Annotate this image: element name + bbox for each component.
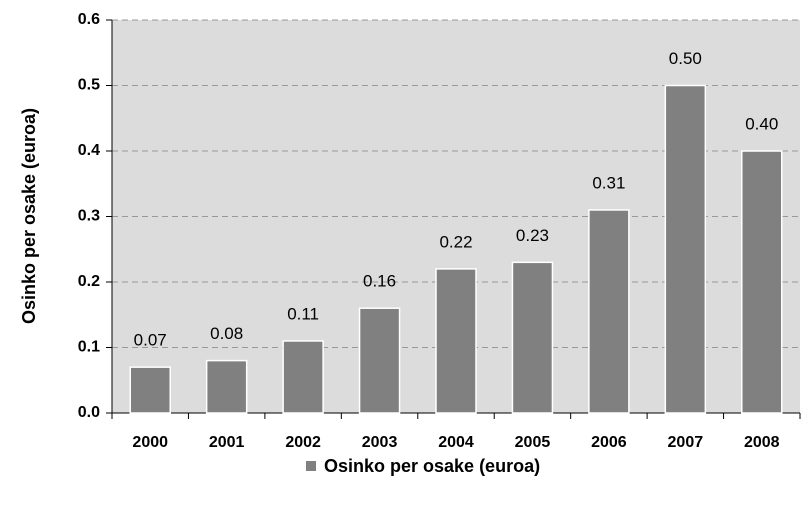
y-tick-label: 0.0	[78, 404, 100, 421]
bar	[511, 261, 554, 414]
data-label: 0.40	[745, 114, 778, 133]
bar	[741, 150, 783, 414]
x-tick-label: 2005	[515, 434, 551, 451]
x-tick-label: 2003	[362, 434, 398, 451]
legend-swatch	[306, 461, 316, 471]
bar	[435, 268, 477, 414]
x-tick-label: 2001	[209, 434, 245, 451]
y-tick-label: 0.5	[78, 77, 100, 94]
data-label: 0.50	[669, 49, 702, 68]
x-tick-label: 2006	[591, 434, 627, 451]
x-tick-label: 2007	[668, 434, 704, 451]
x-tick-label: 2008	[744, 434, 780, 451]
y-tick-label: 0.2	[78, 273, 100, 290]
bar	[664, 84, 707, 414]
y-tick-label: 0.1	[78, 339, 100, 356]
data-label: 0.07	[134, 331, 167, 350]
data-label: 0.08	[210, 324, 243, 343]
y-tick-label: 0.3	[78, 208, 100, 225]
legend-label: Osinko per osake (euroa)	[324, 456, 540, 476]
data-label: 0.23	[516, 226, 549, 245]
data-label: 0.16	[363, 272, 396, 291]
data-label: 0.11	[287, 304, 319, 323]
y-tick-label: 0.4	[78, 142, 100, 159]
bar	[129, 366, 171, 414]
x-tick-label: 2002	[285, 434, 321, 451]
y-axis-label: Osinko per osake (euroa)	[19, 108, 39, 324]
bar	[358, 307, 401, 414]
bar	[205, 359, 248, 414]
data-label: 0.31	[592, 173, 625, 192]
bar	[282, 340, 324, 414]
x-tick-label: 2000	[132, 434, 168, 451]
y-tick-label: 0.6	[78, 11, 100, 28]
x-tick-label: 2004	[438, 434, 474, 451]
data-label: 0.22	[439, 232, 472, 251]
bar	[588, 209, 630, 414]
